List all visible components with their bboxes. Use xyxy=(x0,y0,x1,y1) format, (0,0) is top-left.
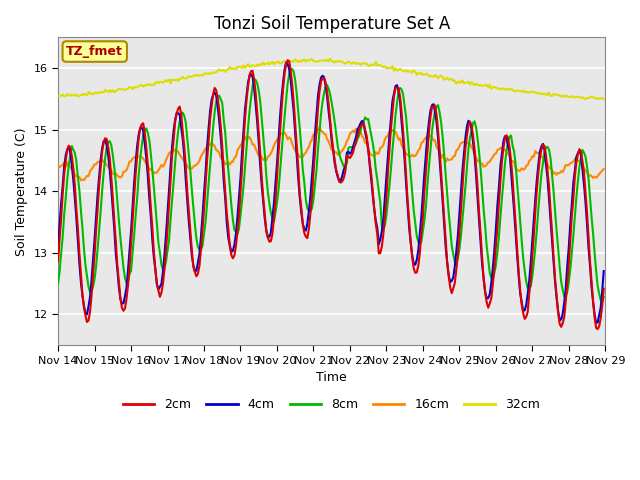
4cm xyxy=(592,320,600,325)
16cm xyxy=(573,155,580,160)
4cm xyxy=(571,168,579,173)
32cm xyxy=(235,64,243,70)
8cm xyxy=(598,299,606,305)
Title: Tonzi Soil Temperature Set A: Tonzi Soil Temperature Set A xyxy=(214,15,450,33)
16cm xyxy=(77,178,84,183)
4cm xyxy=(294,175,302,181)
2cm xyxy=(235,213,243,218)
8cm xyxy=(54,281,62,287)
32cm xyxy=(244,61,252,67)
2cm xyxy=(244,83,252,89)
Line: 16cm: 16cm xyxy=(58,127,604,180)
8cm xyxy=(600,294,607,300)
16cm xyxy=(600,166,607,172)
8cm xyxy=(217,96,225,102)
16cm xyxy=(54,163,62,169)
16cm xyxy=(237,143,244,148)
32cm xyxy=(571,95,579,100)
16cm xyxy=(123,167,131,173)
Legend: 2cm, 4cm, 8cm, 16cm, 32cm: 2cm, 4cm, 8cm, 16cm, 32cm xyxy=(118,393,545,416)
2cm xyxy=(121,306,129,312)
4cm xyxy=(121,293,129,299)
4cm xyxy=(235,195,243,201)
4cm xyxy=(244,79,252,85)
8cm xyxy=(244,124,252,130)
8cm xyxy=(235,226,243,232)
16cm xyxy=(246,134,253,140)
16cm xyxy=(294,152,302,157)
32cm xyxy=(121,87,129,93)
8cm xyxy=(571,214,579,219)
2cm xyxy=(294,164,302,170)
32cm xyxy=(326,56,334,61)
X-axis label: Time: Time xyxy=(316,371,347,384)
2cm xyxy=(284,57,291,63)
32cm xyxy=(293,58,301,63)
2cm xyxy=(54,259,62,264)
32cm xyxy=(217,68,225,73)
2cm xyxy=(217,123,225,129)
4cm xyxy=(217,134,225,140)
2cm xyxy=(594,326,602,332)
Y-axis label: Soil Temperature (C): Soil Temperature (C) xyxy=(15,127,28,255)
2cm xyxy=(600,286,607,291)
4cm xyxy=(282,60,290,65)
16cm xyxy=(316,124,323,130)
Line: 8cm: 8cm xyxy=(58,69,604,302)
8cm xyxy=(294,109,302,115)
32cm xyxy=(600,96,607,102)
2cm xyxy=(571,174,579,180)
Line: 4cm: 4cm xyxy=(58,62,604,323)
8cm xyxy=(287,66,294,72)
4cm xyxy=(600,268,607,274)
4cm xyxy=(54,242,62,248)
Line: 2cm: 2cm xyxy=(58,60,604,329)
Text: TZ_fmet: TZ_fmet xyxy=(67,45,123,58)
16cm xyxy=(218,156,226,162)
Line: 32cm: 32cm xyxy=(58,59,604,99)
32cm xyxy=(54,93,62,99)
8cm xyxy=(121,275,129,281)
